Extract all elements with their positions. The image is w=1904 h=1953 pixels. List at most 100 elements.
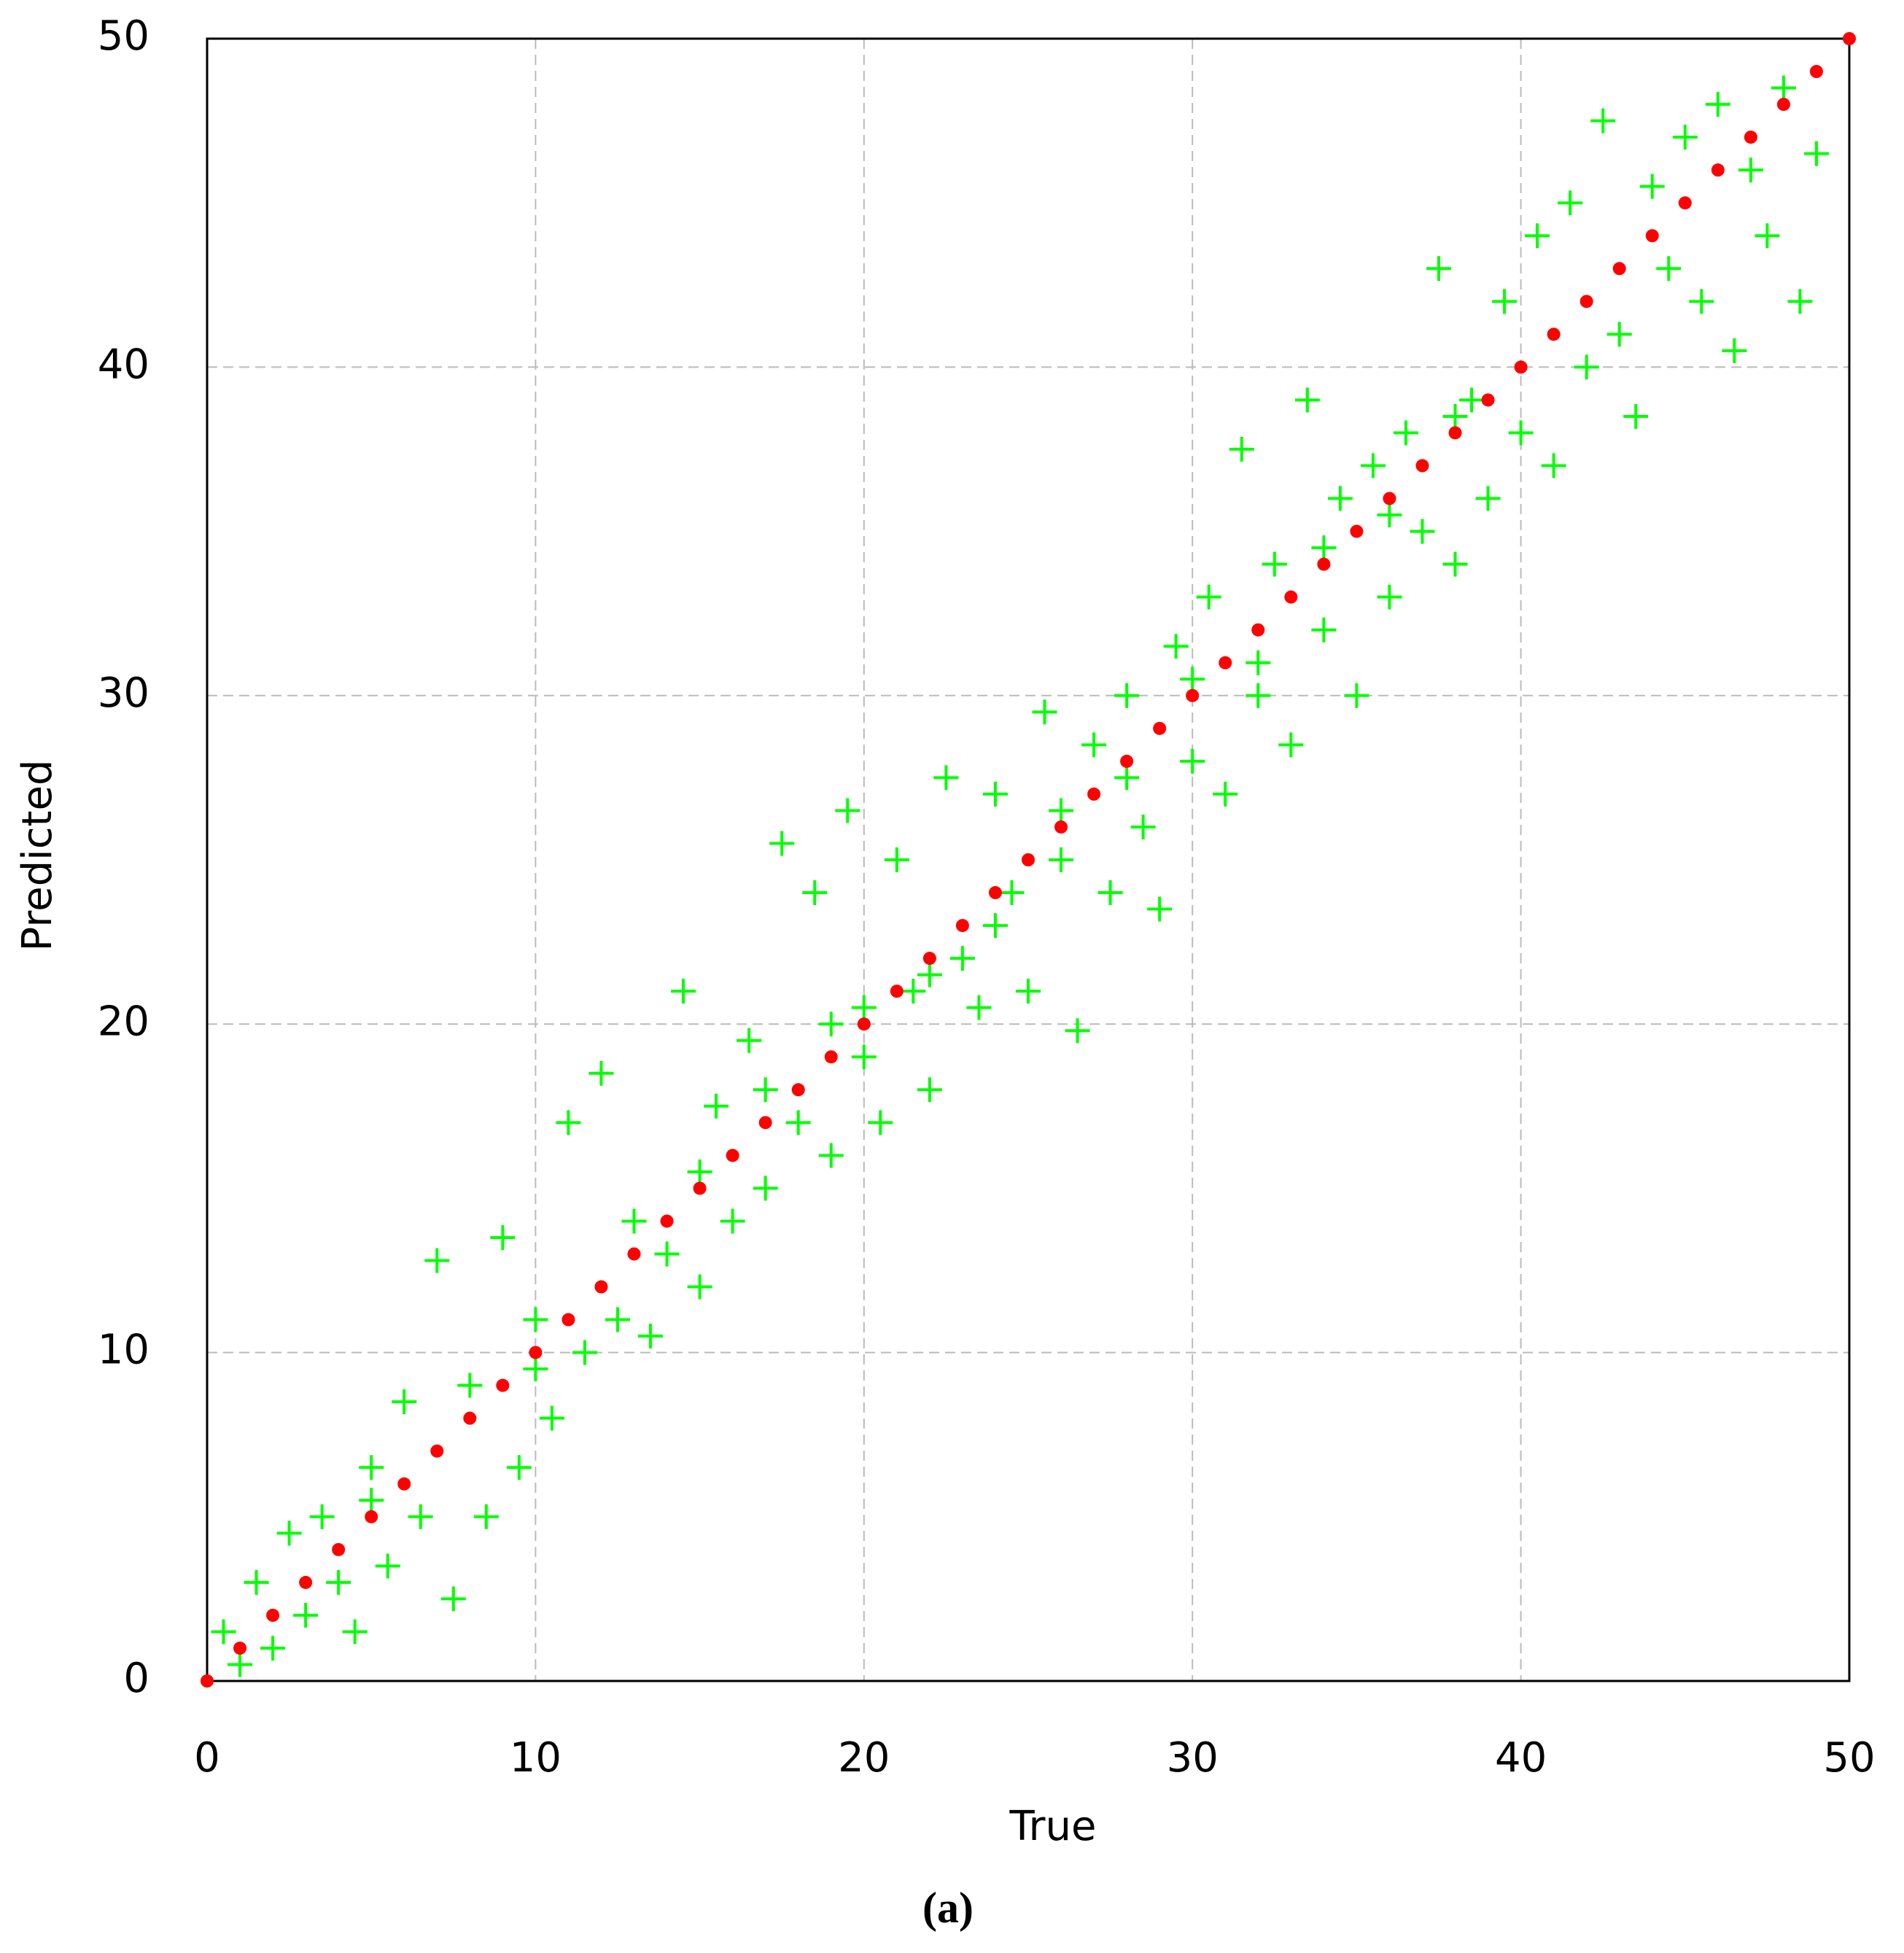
plus-point	[375, 1553, 400, 1579]
dot-point	[201, 1674, 214, 1688]
plus-point	[1803, 141, 1829, 166]
plus-point	[260, 1635, 286, 1661]
plus-point	[1180, 748, 1205, 774]
plus-point	[1246, 650, 1271, 675]
dot-point	[758, 1116, 772, 1130]
y-tick-label: 30	[98, 669, 149, 717]
plus-point	[457, 1372, 483, 1398]
plus-point	[769, 831, 795, 856]
plus-point	[1311, 617, 1337, 642]
dot-point	[1514, 360, 1528, 374]
plus-point	[1114, 765, 1140, 791]
dot-point	[1547, 327, 1561, 341]
dot-point	[529, 1346, 543, 1359]
dot-point	[397, 1477, 411, 1491]
plus-point	[572, 1340, 597, 1365]
dot-point	[365, 1510, 378, 1523]
plus-point	[1032, 699, 1057, 725]
dot-point	[562, 1313, 575, 1327]
plus-point	[1180, 667, 1205, 692]
plus-point	[1130, 814, 1156, 839]
plus-point	[1344, 683, 1369, 708]
dot-point	[627, 1247, 641, 1261]
dot-point	[1350, 524, 1364, 538]
plus-point	[1705, 92, 1730, 117]
plus-point	[605, 1307, 630, 1332]
plus-point	[901, 979, 926, 1004]
dot-point	[1054, 820, 1068, 834]
plus-point	[654, 1241, 680, 1267]
y-tick-label: 50	[98, 12, 149, 60]
plus-point	[1081, 732, 1107, 758]
dot-point	[1579, 295, 1593, 308]
x-tick-label: 0	[194, 1734, 220, 1782]
plus-point	[851, 995, 877, 1020]
plus-point	[720, 1208, 745, 1234]
dot-point	[1153, 721, 1167, 735]
x-tick-label: 10	[510, 1734, 562, 1782]
plus-point	[1689, 289, 1714, 314]
plus-point	[966, 995, 992, 1020]
plus-point	[1558, 190, 1583, 216]
plus-point	[1606, 322, 1632, 347]
plus-point	[276, 1521, 302, 1546]
dot-point	[1284, 590, 1298, 604]
plus-point	[523, 1356, 548, 1382]
plus-point	[506, 1455, 532, 1480]
plus-point	[1377, 584, 1402, 610]
plus-point	[1787, 289, 1813, 314]
plus-point	[1738, 158, 1763, 183]
plus-point	[1541, 453, 1566, 478]
plus-point	[671, 979, 696, 1004]
dot-point	[857, 1017, 871, 1031]
plus-point	[359, 1455, 384, 1480]
plus-point	[392, 1389, 417, 1415]
plus-point	[1294, 387, 1320, 413]
plus-point	[1049, 847, 1074, 872]
dot-point	[1711, 163, 1725, 177]
plus-point	[982, 913, 1008, 939]
plus-point	[753, 1077, 778, 1103]
dot-point	[1186, 688, 1200, 702]
plus-point	[753, 1176, 778, 1201]
plus-point	[1147, 896, 1173, 922]
plus-point	[1049, 798, 1074, 823]
dot-point	[1251, 623, 1265, 637]
dot-point	[1087, 787, 1101, 801]
plus-point	[999, 880, 1025, 906]
plus-point	[211, 1619, 236, 1645]
plus-point	[1163, 634, 1189, 659]
dot-point	[1120, 754, 1134, 768]
plus-point	[917, 1077, 942, 1103]
plus-point	[1722, 338, 1747, 363]
plus-point	[1574, 354, 1599, 380]
plus-point	[687, 1274, 712, 1300]
dot-point	[1678, 196, 1692, 210]
plus-point	[244, 1569, 269, 1595]
plus-point	[342, 1619, 368, 1645]
dot-point	[1448, 426, 1462, 440]
dot-point	[1612, 262, 1626, 276]
caption: (a)	[922, 1884, 974, 1932]
plus-point	[621, 1208, 647, 1234]
dot-point	[693, 1181, 707, 1195]
plus-point	[440, 1586, 466, 1612]
plus-point	[1442, 551, 1468, 577]
dot-point	[1645, 229, 1659, 243]
dot-point	[594, 1280, 608, 1294]
dot-point	[1317, 557, 1331, 571]
plus-point	[638, 1324, 664, 1349]
plus-point	[1065, 1018, 1090, 1044]
plus-point	[982, 781, 1008, 807]
dot-point	[726, 1149, 739, 1162]
plus-point	[1426, 256, 1451, 282]
dot-point	[1383, 492, 1396, 505]
plus-point	[949, 946, 975, 971]
plus-point	[1213, 781, 1238, 807]
plus-point	[1755, 223, 1780, 249]
plus-point	[1656, 256, 1682, 282]
plus-point	[1311, 535, 1337, 561]
plus-point	[1327, 486, 1353, 511]
x-tick-label: 30	[1167, 1734, 1219, 1782]
